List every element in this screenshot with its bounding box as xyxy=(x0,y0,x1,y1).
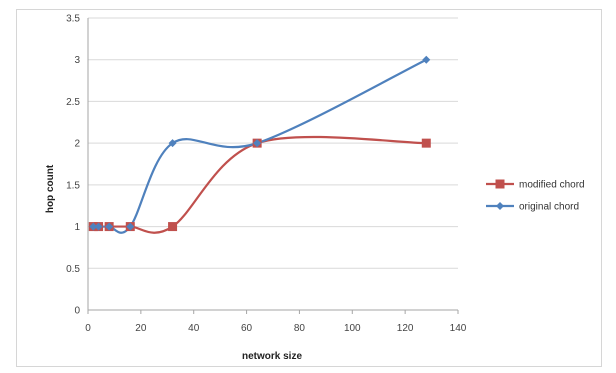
y-tick-label: 3.5 xyxy=(66,14,80,25)
x-tick-label: 80 xyxy=(294,323,306,334)
legend-marker-modified-chord xyxy=(495,179,505,189)
x-tick-label: 60 xyxy=(241,323,253,334)
original-chord-point xyxy=(94,222,103,231)
original-chord-point xyxy=(126,222,135,231)
x-axis-title: network size xyxy=(242,351,302,362)
y-axis-title: hop count xyxy=(45,164,56,213)
original-chord-point xyxy=(105,222,114,231)
y-tick-label: 1 xyxy=(74,222,80,233)
modified-chord-point xyxy=(421,138,431,148)
y-tick-label: 2 xyxy=(74,139,80,150)
y-tick-label: 0 xyxy=(74,306,80,317)
y-tick-label: 3 xyxy=(74,55,80,66)
axes: 0 0.5 1 1.5 2 2.5 3 3.5 0 20 40 60 80 100 120 140 xyxy=(66,14,467,335)
series-markers xyxy=(88,55,431,232)
modified-chord-point xyxy=(168,222,178,232)
x-tick-label: 140 xyxy=(450,323,467,334)
legend-label-modified-chord: modified chord xyxy=(519,180,585,191)
gridlines xyxy=(88,17,458,269)
legend-label-original-chord: original chord xyxy=(519,202,579,213)
legend-marker-original-chord xyxy=(496,202,504,210)
original-chord-point xyxy=(422,55,431,64)
x-tick-label: 100 xyxy=(344,323,361,334)
x-tick-label: 120 xyxy=(397,323,414,334)
x-tick-label: 0 xyxy=(85,323,91,334)
x-tick-label: 40 xyxy=(188,323,200,334)
y-tick-label: 1.5 xyxy=(66,180,80,191)
original-chord-point xyxy=(253,139,262,148)
legend: modified chord original chord xyxy=(486,179,585,213)
y-tick-label: 0.5 xyxy=(66,264,80,275)
x-tick-label: 20 xyxy=(135,323,147,334)
original-chord-point xyxy=(89,222,98,231)
y-tick-label: 2.5 xyxy=(66,97,80,108)
original-chord-point xyxy=(168,139,177,148)
